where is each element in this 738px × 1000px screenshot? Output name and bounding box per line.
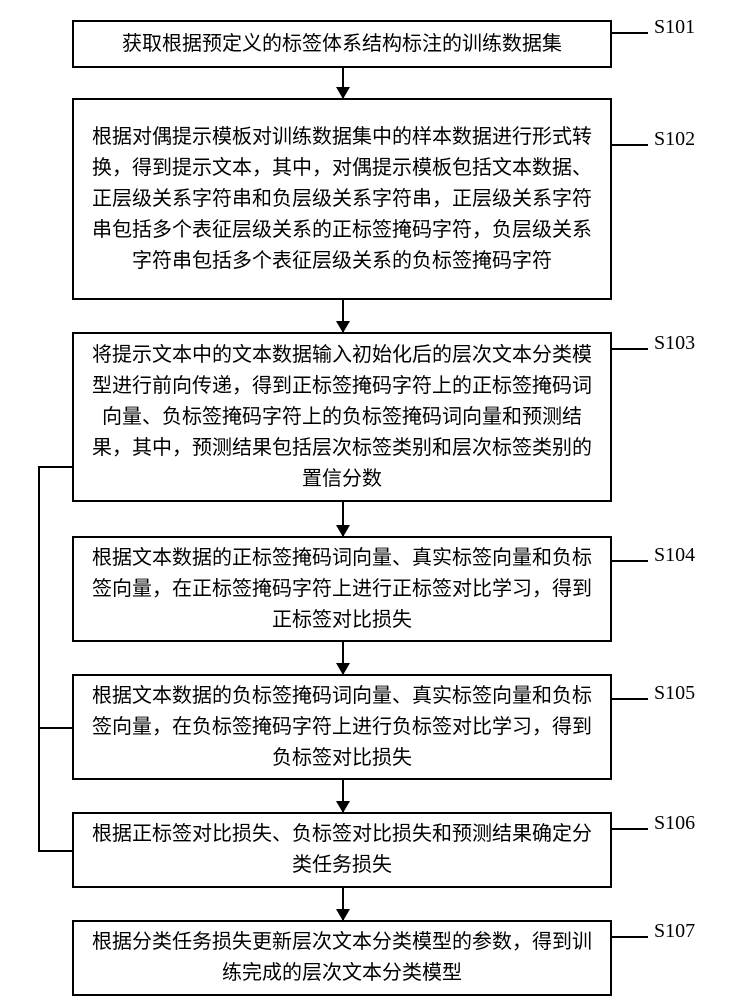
label-connector-s106 xyxy=(612,828,648,830)
branch-into-s106 xyxy=(38,850,72,852)
arrow-s104-s105 xyxy=(342,642,344,674)
label-connector-s103 xyxy=(612,348,648,350)
step-s104-text: 根据文本数据的正标签掩码词向量、真实标签向量和负标签向量，在正标签掩码字符上进行… xyxy=(88,543,596,636)
step-s104-box: 根据文本数据的正标签掩码词向量、真实标签向量和负标签向量，在正标签掩码字符上进行… xyxy=(72,536,612,642)
arrow-s106-s107 xyxy=(342,888,344,920)
step-s103-text: 将提示文本中的文本数据输入初始化后的层次文本分类模型进行前向传递，得到正标签掩码… xyxy=(88,340,596,495)
step-s101-box: 获取根据预定义的标签体系结构标注的训练数据集 xyxy=(72,20,612,68)
step-s101-label: S101 xyxy=(654,16,695,39)
label-connector-s104 xyxy=(612,560,648,562)
arrow-s103-s104 xyxy=(342,502,344,536)
arrow-s105-s106 xyxy=(342,780,344,812)
label-connector-s101 xyxy=(612,32,648,34)
step-s107-text: 根据分类任务损失更新层次文本分类模型的参数，得到训练完成的层次文本分类模型 xyxy=(88,927,596,989)
branch-trunk-v xyxy=(38,466,40,852)
arrow-s101-s102 xyxy=(342,68,344,98)
label-connector-s105 xyxy=(612,698,648,700)
step-s102-text: 根据对偶提示模板对训练数据集中的样本数据进行形式转换，得到提示文本，其中，对偶提… xyxy=(88,122,596,277)
step-s102-label: S102 xyxy=(654,128,695,151)
step-s103-label: S103 xyxy=(654,332,695,355)
arrow-s102-s103 xyxy=(342,300,344,332)
step-s104-label: S104 xyxy=(654,544,695,567)
step-s102-box: 根据对偶提示模板对训练数据集中的样本数据进行形式转换，得到提示文本，其中，对偶提… xyxy=(72,98,612,300)
label-connector-s107 xyxy=(612,936,648,938)
branch-into-s105 xyxy=(38,727,72,729)
step-s106-text: 根据正标签对比损失、负标签对比损失和预测结果确定分类任务损失 xyxy=(88,819,596,881)
step-s103-box: 将提示文本中的文本数据输入初始化后的层次文本分类模型进行前向传递，得到正标签掩码… xyxy=(72,332,612,502)
branch-exit-h xyxy=(38,466,72,468)
step-s105-text: 根据文本数据的负标签掩码词向量、真实标签向量和负标签向量，在负标签掩码字符上进行… xyxy=(88,681,596,774)
step-s101-text: 获取根据预定义的标签体系结构标注的训练数据集 xyxy=(122,29,562,60)
step-s106-label: S106 xyxy=(654,812,695,835)
flowchart-canvas: 获取根据预定义的标签体系结构标注的训练数据集 S101 根据对偶提示模板对训练数… xyxy=(0,0,738,1000)
step-s105-box: 根据文本数据的负标签掩码词向量、真实标签向量和负标签向量，在负标签掩码字符上进行… xyxy=(72,674,612,780)
step-s107-box: 根据分类任务损失更新层次文本分类模型的参数，得到训练完成的层次文本分类模型 xyxy=(72,920,612,996)
step-s105-label: S105 xyxy=(654,682,695,705)
step-s107-label: S107 xyxy=(654,920,695,943)
step-s106-box: 根据正标签对比损失、负标签对比损失和预测结果确定分类任务损失 xyxy=(72,812,612,888)
label-connector-s102 xyxy=(612,144,648,146)
